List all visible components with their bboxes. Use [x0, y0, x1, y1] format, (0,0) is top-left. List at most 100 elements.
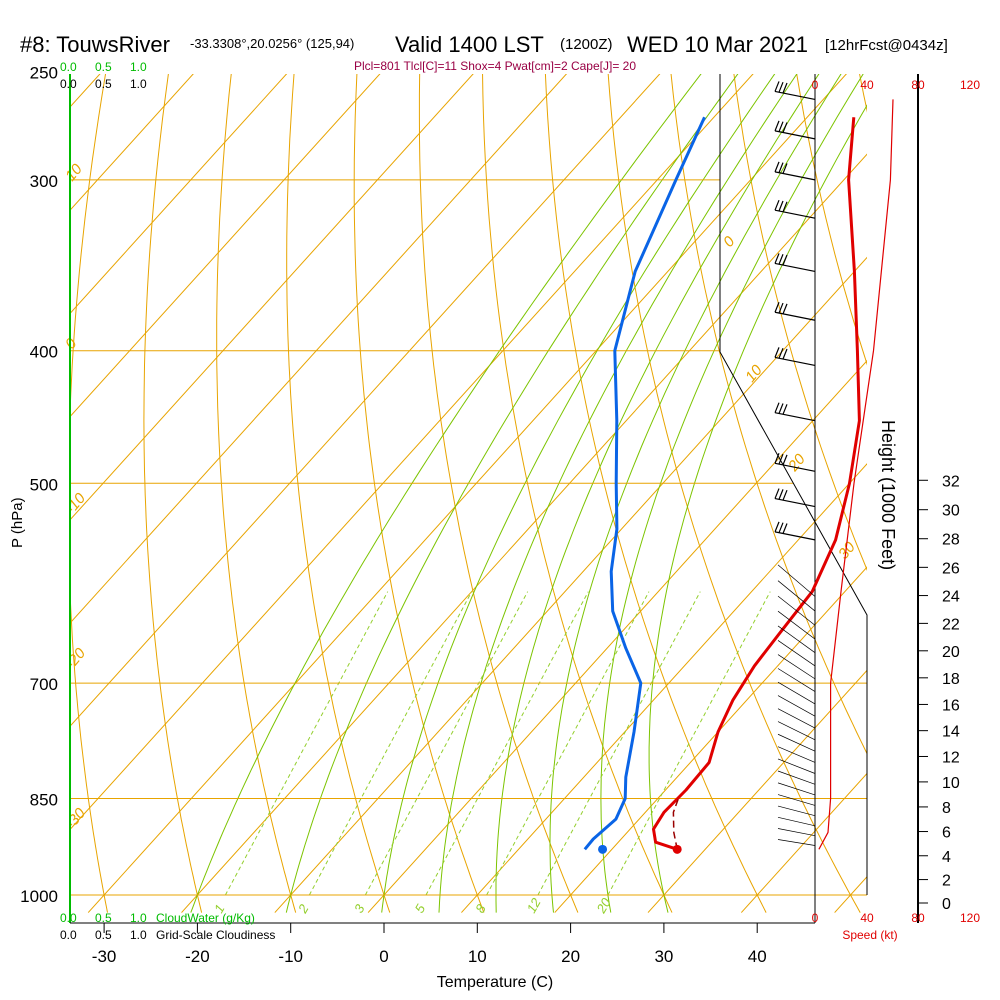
wind-barb-feather	[774, 302, 780, 313]
wind-barb-feather	[774, 488, 780, 499]
isotherm-line	[70, 74, 568, 624]
wind-barb-staff	[777, 828, 816, 837]
isotherm-line	[70, 74, 101, 108]
series-layer	[583, 99, 894, 854]
dry-adiabat-line	[286, 74, 391, 913]
wind-barb-feather	[774, 402, 780, 413]
wind-barb-feather	[774, 453, 780, 464]
cloudiness-tick-top: 1.0	[130, 77, 147, 91]
cloud-scale-top: 0.0 0.5 1.0 0.0 0.5 1.0	[60, 60, 147, 91]
mixing-ratio-line	[308, 591, 473, 896]
dry-adiabat-line	[607, 74, 861, 913]
speed-tick-top: 120	[960, 78, 980, 92]
height-tick-label: 24	[942, 589, 960, 606]
isotherm-line	[70, 74, 474, 521]
isotherm-line	[70, 74, 288, 315]
isotherm-label: 10	[742, 361, 766, 385]
isotherm-line	[70, 74, 194, 212]
valid-zulu: (1200Z)	[560, 36, 613, 53]
speed-tick-top: 40	[860, 78, 874, 92]
moist-adiabat-line	[549, 74, 842, 913]
wind-barb-feather	[778, 162, 784, 173]
isotherm-label: -10	[62, 490, 89, 518]
height-tick-label: 22	[942, 616, 960, 633]
wind-barb-feather	[778, 489, 784, 500]
wind-barb-feather	[778, 347, 784, 359]
height-tick-label: 8	[942, 800, 951, 817]
isotherm-line	[70, 74, 381, 418]
x-tick-label: -30	[92, 947, 117, 966]
wind-barb-staff	[777, 625, 816, 653]
isotherm-line	[181, 153, 867, 913]
wind-barb-staff	[777, 654, 816, 680]
height-tick-label: 30	[942, 503, 960, 520]
speed-tick-bottom: 0	[812, 911, 819, 925]
height-tick-label: 2	[942, 873, 951, 890]
height-tick-label: 32	[942, 473, 960, 490]
cloudwater-tick-bottom: 0.0	[60, 911, 77, 925]
wind-barb-feather	[778, 403, 784, 414]
isotherm-line	[70, 74, 661, 728]
wind-barb-feather	[782, 163, 788, 174]
pressure-tick-label: 250	[30, 64, 58, 83]
pressure-tick-label: 850	[30, 790, 58, 809]
wind-barb-staff	[777, 610, 816, 640]
wind-barb-staff	[774, 262, 816, 273]
dry-adiabat-line	[418, 74, 579, 913]
wind-barb-feather	[782, 523, 788, 534]
isotherm-label: 0	[720, 233, 739, 251]
cloudwater-tick-top: 0.0	[60, 60, 77, 74]
x-tick-label: -20	[185, 947, 210, 966]
cloudwater-label: CloudWater (g/Kg)	[156, 911, 255, 925]
wind-barb-feather	[782, 454, 788, 466]
wind-barb-staff	[777, 595, 816, 626]
speed-label: Speed (kt)	[842, 928, 897, 942]
dry-adiabat-line	[979, 47, 1000, 912]
dewpoint-profile	[583, 116, 706, 851]
wind-barb-staff	[777, 782, 816, 796]
moist-adiabat-line	[438, 74, 798, 913]
pressure-axis-label: P (hPa)	[9, 497, 26, 548]
isotherm-line	[461, 463, 867, 913]
pressure-tick-label: 400	[30, 343, 58, 362]
dry-adiabat-grid	[70, 47, 1000, 913]
isotherm-label: 0	[62, 335, 81, 353]
dry-adiabat-line	[544, 74, 767, 913]
wind-barb-feather	[774, 161, 780, 173]
wind-barb-feather	[778, 453, 784, 465]
temperature-profile	[652, 117, 861, 851]
speed-scale: 0 40 80 120 0 40 80 120 Speed (kt)	[812, 78, 981, 942]
wind-barb-staff	[777, 640, 816, 667]
wind-barb-feather	[782, 122, 788, 133]
wind-barb-staff	[777, 668, 816, 692]
wind-barb-staff	[774, 412, 816, 422]
cloudwater-tick-top: 0.5	[95, 60, 112, 74]
wind-barb-feather	[782, 303, 788, 315]
mixing-ratio-label: 3	[351, 901, 368, 915]
speed-tick-bottom: 80	[911, 911, 925, 925]
dry-adiabat-line	[216, 74, 297, 913]
mixing-ratio-line	[224, 591, 389, 896]
isotherm-label: -20	[62, 645, 89, 673]
wind-barb-staff	[774, 462, 816, 472]
wind-barb-feather	[778, 253, 784, 265]
sounding-params: Plcl=801 Tlcl[C]=11 Shox=4 Pwat[cm]=2 Ca…	[354, 59, 636, 73]
wind-barb-feather	[778, 302, 784, 314]
wind-barb-staff	[777, 721, 816, 741]
x-tick-label: 40	[748, 947, 767, 966]
wind-barb-feather	[774, 253, 780, 264]
cloudiness-tick-bottom: 0.5	[95, 928, 112, 942]
wind-barb-staff	[774, 209, 816, 219]
height-tick-label: 14	[942, 724, 960, 741]
valid-time: Valid 1400 LST	[395, 32, 544, 57]
cloudiness-tick-bottom: 0.0	[60, 928, 77, 942]
height-tick-label: 26	[942, 560, 960, 577]
mixing-ratio-line	[364, 591, 529, 896]
wind-speed-profile	[818, 99, 894, 850]
mixing-ratio-line	[537, 591, 701, 896]
wind-barb-feather	[774, 81, 780, 92]
isotherm-line	[70, 74, 754, 831]
wind-barb-staff	[777, 794, 816, 806]
wind-barb-feather	[774, 521, 780, 533]
pressure-tick-label: 1000	[20, 887, 58, 906]
